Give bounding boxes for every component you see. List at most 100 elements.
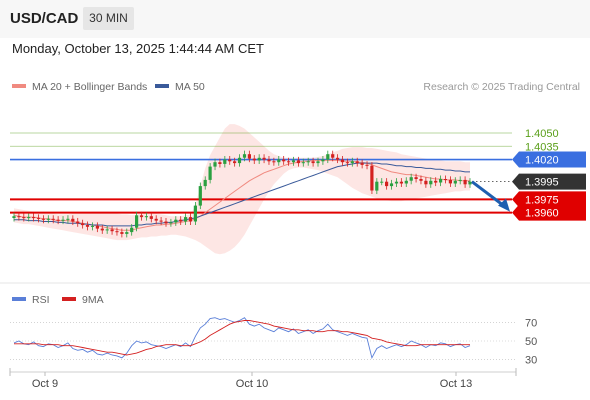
candle xyxy=(184,213,188,226)
legend-swatch-ma50 xyxy=(155,84,169,88)
candle-body xyxy=(370,165,374,191)
candle xyxy=(409,173,413,185)
level-label-1-4050: 1.4050 xyxy=(525,128,559,140)
candle xyxy=(463,176,467,188)
candle xyxy=(448,176,452,187)
candle-body xyxy=(149,216,153,219)
candle-body xyxy=(414,177,418,179)
candle-body xyxy=(453,180,457,184)
candle xyxy=(340,155,345,166)
candle-body xyxy=(193,205,197,222)
candle-body xyxy=(174,219,178,223)
candle-body xyxy=(169,222,173,224)
candle-body xyxy=(277,159,281,163)
candle xyxy=(56,216,60,225)
candle-body xyxy=(360,163,364,165)
candle-body xyxy=(434,180,438,183)
candle-body xyxy=(188,217,193,222)
level-tag-1-4020 xyxy=(512,151,586,168)
candle xyxy=(135,211,139,232)
candle xyxy=(213,158,217,171)
candle xyxy=(139,211,144,221)
candle xyxy=(404,177,408,187)
candle xyxy=(360,159,364,169)
candle-body xyxy=(448,179,452,184)
rsi-9ma-line xyxy=(14,320,470,356)
candle xyxy=(85,221,90,231)
candle xyxy=(193,202,197,226)
candle-body xyxy=(306,161,310,163)
forecast-arrow-shaft xyxy=(471,180,506,208)
candle xyxy=(110,225,114,235)
candle xyxy=(287,157,291,166)
candle xyxy=(105,225,109,234)
candle xyxy=(291,156,296,166)
candle xyxy=(41,215,45,224)
candle xyxy=(296,156,300,167)
legend-swatch-rsi xyxy=(12,297,26,301)
candle-body xyxy=(389,183,394,187)
candle xyxy=(51,215,55,224)
candle-body xyxy=(424,180,428,185)
candle-body xyxy=(331,154,335,158)
candle-body xyxy=(32,217,36,219)
legend-label-ma20: MA 20 + Bollinger Bands xyxy=(32,81,147,93)
candle xyxy=(115,227,119,236)
legend-label-9ma: 9MA xyxy=(82,294,104,306)
candle-body xyxy=(242,154,247,158)
candle-body xyxy=(257,157,261,161)
candle-body xyxy=(179,219,183,222)
candle xyxy=(144,212,148,221)
candle xyxy=(174,216,178,226)
candle-body xyxy=(90,225,95,227)
candle xyxy=(130,224,134,236)
candle-body xyxy=(135,215,139,228)
candle xyxy=(149,212,153,223)
candle xyxy=(100,225,104,234)
legend-swatch-9ma xyxy=(62,297,76,301)
candle xyxy=(345,158,349,167)
candle-body xyxy=(409,177,413,181)
candle xyxy=(32,213,36,222)
candle-body xyxy=(345,162,349,164)
candle xyxy=(458,176,462,185)
candle xyxy=(311,157,315,167)
candle-body xyxy=(287,161,291,163)
candle xyxy=(389,179,394,190)
candle-body xyxy=(144,216,148,218)
candle-body xyxy=(385,181,389,187)
legend-label-rsi: RSI xyxy=(32,294,50,306)
candle xyxy=(76,217,80,227)
candle-body xyxy=(61,219,65,221)
candle-body xyxy=(208,166,212,180)
timeframe-button[interactable]: 30 MIN xyxy=(83,7,134,30)
candle-body xyxy=(458,179,462,181)
candle-body xyxy=(291,160,296,163)
rsi-tick-label-70: 70 xyxy=(525,317,537,329)
candle xyxy=(282,155,286,165)
candle xyxy=(365,161,369,170)
candle xyxy=(331,150,335,162)
candle xyxy=(66,215,70,224)
candle xyxy=(375,178,379,195)
candle xyxy=(208,163,212,184)
candle-body xyxy=(355,161,359,164)
candle-body xyxy=(22,217,26,219)
candle xyxy=(434,177,438,187)
price-legend: MA 20 + Bollinger Bands MA 50 Research ©… xyxy=(12,81,580,93)
candle-body xyxy=(326,154,330,160)
candle-body xyxy=(272,161,276,163)
candle xyxy=(336,154,340,164)
candle xyxy=(125,228,129,238)
candle-body xyxy=(439,179,443,183)
candle-body xyxy=(419,179,423,181)
candle-body xyxy=(301,162,305,164)
candle-body xyxy=(296,160,300,164)
candle-body xyxy=(159,220,163,222)
candle-body xyxy=(46,218,50,220)
ma50-line xyxy=(14,162,470,227)
candle-body xyxy=(228,159,232,162)
x-tick-label: Oct 10 xyxy=(236,378,268,390)
candle-body xyxy=(282,159,286,162)
